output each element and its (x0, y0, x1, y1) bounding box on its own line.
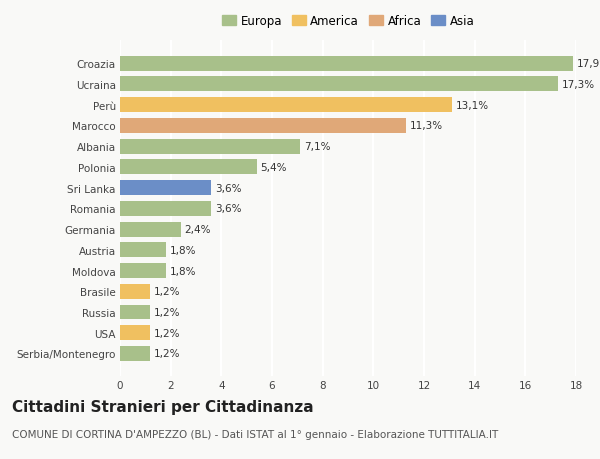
Bar (120, 181, 211, 196)
Text: 1,2%: 1,2% (154, 286, 181, 297)
Bar (120, 77, 558, 92)
Bar (120, 118, 406, 134)
Text: 1,2%: 1,2% (154, 349, 181, 358)
Bar (120, 202, 211, 216)
Text: 1,2%: 1,2% (154, 308, 181, 317)
Bar (120, 140, 300, 154)
Text: 13,1%: 13,1% (455, 101, 489, 110)
Text: 1,2%: 1,2% (154, 328, 181, 338)
Text: 3,6%: 3,6% (215, 204, 241, 214)
Bar (120, 263, 166, 278)
Text: 1,8%: 1,8% (169, 266, 196, 276)
Bar (120, 98, 452, 113)
Bar (120, 56, 574, 72)
Bar (120, 284, 151, 299)
Text: 11,3%: 11,3% (410, 121, 443, 131)
Text: 17,9%: 17,9% (577, 59, 600, 69)
Text: Cittadini Stranieri per Cittadinanza: Cittadini Stranieri per Cittadinanza (12, 399, 314, 414)
Bar (120, 160, 257, 175)
Bar (120, 325, 151, 341)
Text: 5,4%: 5,4% (260, 162, 287, 173)
Bar (120, 346, 151, 361)
Text: 2,4%: 2,4% (185, 224, 211, 235)
Bar (120, 305, 151, 320)
Bar (120, 222, 181, 237)
Legend: Europa, America, Africa, Asia: Europa, America, Africa, Asia (217, 11, 479, 33)
Text: 3,6%: 3,6% (215, 183, 241, 193)
Text: 17,3%: 17,3% (562, 80, 595, 90)
Bar (120, 243, 166, 257)
Text: 1,8%: 1,8% (169, 245, 196, 255)
Text: 7,1%: 7,1% (304, 142, 330, 152)
Text: COMUNE DI CORTINA D'AMPEZZO (BL) - Dati ISTAT al 1° gennaio - Elaborazione TUTTI: COMUNE DI CORTINA D'AMPEZZO (BL) - Dati … (12, 429, 498, 439)
